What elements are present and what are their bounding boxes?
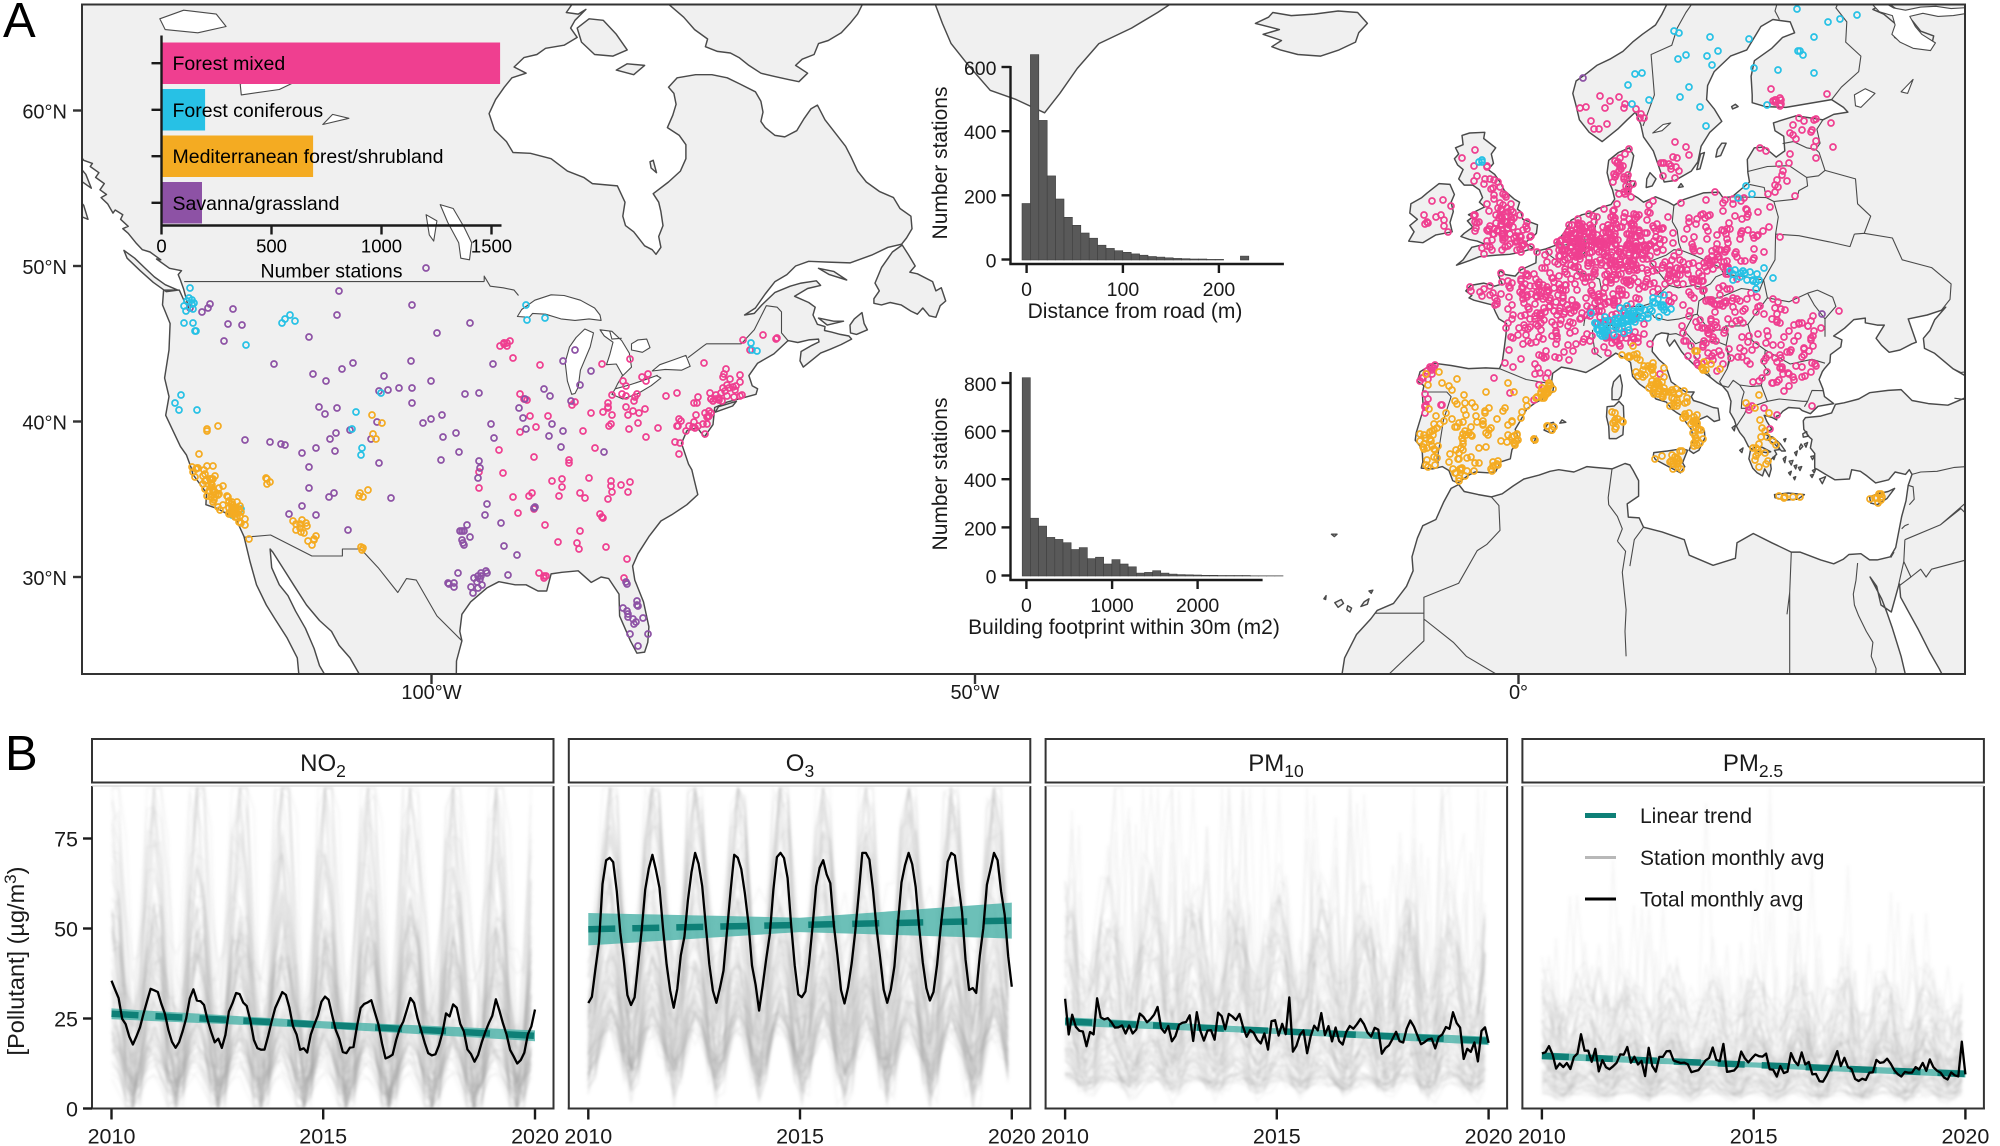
svg-text:Station monthly avg: Station monthly avg: [1640, 847, 1824, 870]
svg-text:100: 100: [1107, 279, 1140, 301]
svg-text:100°W: 100°W: [401, 682, 461, 704]
svg-text:200: 200: [964, 518, 997, 540]
svg-text:Number stations: Number stations: [929, 87, 952, 240]
svg-text:1000: 1000: [1090, 595, 1134, 617]
svg-text:0: 0: [986, 567, 997, 589]
svg-text:[Pollutant] (µg/m3): [Pollutant] (µg/m3): [1, 867, 29, 1056]
svg-text:2015: 2015: [776, 1125, 824, 1146]
svg-text:40°N: 40°N: [22, 413, 67, 435]
svg-text:600: 600: [964, 422, 997, 444]
svg-text:1000: 1000: [361, 236, 402, 257]
svg-text:25: 25: [54, 1008, 78, 1032]
svg-text:400: 400: [964, 470, 997, 492]
svg-text:2010: 2010: [88, 1125, 136, 1146]
svg-text:75: 75: [54, 828, 78, 852]
svg-text:Mediterranean forest/shrubland: Mediterranean forest/shrubland: [173, 146, 444, 168]
svg-text:2020: 2020: [511, 1125, 559, 1146]
svg-text:2000: 2000: [1176, 595, 1220, 617]
svg-text:2020: 2020: [988, 1125, 1036, 1146]
svg-text:0: 0: [156, 236, 166, 257]
svg-text:Linear trend: Linear trend: [1640, 805, 1752, 828]
svg-text:400: 400: [964, 122, 997, 144]
svg-text:2015: 2015: [1253, 1125, 1301, 1146]
svg-text:200: 200: [964, 186, 997, 208]
svg-text:Total monthly avg: Total monthly avg: [1640, 889, 1803, 912]
svg-text:Number stations: Number stations: [929, 398, 952, 551]
svg-text:50: 50: [54, 918, 78, 942]
svg-text:200: 200: [1203, 279, 1236, 301]
svg-text:1500: 1500: [471, 236, 512, 257]
svg-text:2010: 2010: [564, 1125, 612, 1146]
svg-text:B: B: [5, 727, 38, 781]
svg-text:2010: 2010: [1518, 1125, 1566, 1146]
svg-text:500: 500: [256, 236, 287, 257]
svg-text:30°N: 30°N: [22, 568, 67, 590]
svg-text:50°W: 50°W: [950, 682, 999, 704]
svg-text:2010: 2010: [1041, 1125, 1089, 1146]
svg-text:2015: 2015: [299, 1125, 347, 1146]
svg-text:2020: 2020: [1941, 1125, 1989, 1146]
svg-text:60°N: 60°N: [22, 102, 67, 124]
svg-text:50°N: 50°N: [22, 257, 67, 279]
svg-text:Forest coniferous: Forest coniferous: [173, 100, 324, 122]
svg-text:PM2.5: PM2.5: [1723, 750, 1783, 781]
svg-text:2015: 2015: [1730, 1125, 1778, 1146]
svg-text:Building footprint within 30m: Building footprint within 30m (m2): [968, 616, 1280, 639]
svg-text:A: A: [3, 0, 36, 48]
svg-text:2020: 2020: [1465, 1125, 1513, 1146]
svg-text:Forest mixed: Forest mixed: [173, 53, 286, 75]
svg-text:0°: 0°: [1509, 682, 1528, 704]
svg-text:0: 0: [1021, 279, 1032, 301]
svg-text:Number stations: Number stations: [261, 261, 403, 283]
svg-text:0: 0: [66, 1098, 78, 1122]
svg-text:600: 600: [964, 58, 997, 80]
svg-text:0: 0: [1021, 595, 1032, 617]
svg-text:Distance from road (m): Distance from road (m): [1028, 300, 1243, 323]
svg-text:800: 800: [964, 374, 997, 396]
svg-text:0: 0: [986, 251, 997, 273]
svg-text:Savanna/grassland: Savanna/grassland: [173, 193, 340, 215]
